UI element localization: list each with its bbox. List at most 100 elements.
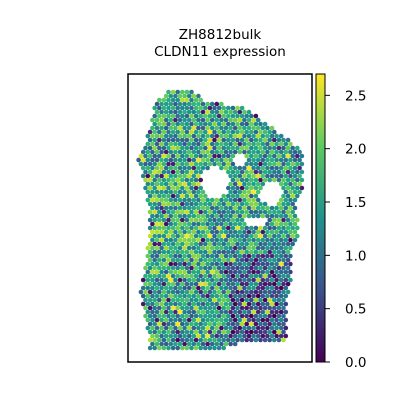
spot [295, 170, 300, 175]
colorbar-tick-label: 0.5 [345, 302, 366, 318]
spot [148, 242, 153, 247]
spot [256, 166, 261, 171]
spot [224, 110, 229, 115]
spot [187, 318, 192, 323]
spot [164, 118, 169, 123]
spot [175, 266, 180, 271]
spot [159, 270, 164, 275]
spot [187, 222, 192, 227]
spot [217, 290, 222, 295]
spot [180, 106, 185, 111]
spot [150, 310, 155, 315]
spot [166, 138, 171, 143]
spot [235, 330, 240, 335]
spot [148, 250, 153, 255]
spot [201, 342, 206, 347]
spot [166, 330, 171, 335]
spot [267, 298, 272, 303]
spot [201, 206, 206, 211]
spot [192, 174, 197, 179]
spot [162, 154, 167, 159]
spot [224, 302, 229, 307]
spot [166, 106, 171, 111]
spot [210, 214, 215, 219]
spot [215, 134, 220, 139]
spot [182, 190, 187, 195]
spot [155, 254, 160, 259]
spot [288, 278, 293, 283]
spot [180, 234, 185, 239]
spot [281, 306, 286, 311]
spot [279, 166, 284, 171]
spot [281, 210, 286, 215]
spot [212, 106, 217, 111]
spot [258, 202, 263, 207]
spot [293, 166, 298, 171]
spot [141, 158, 146, 163]
spot [171, 266, 176, 271]
spot [155, 278, 160, 283]
spot [235, 322, 240, 327]
spot [150, 230, 155, 235]
spot [235, 178, 240, 183]
spot [201, 134, 206, 139]
spot [279, 198, 284, 203]
spot [270, 214, 275, 219]
spot [256, 254, 261, 259]
spot [148, 218, 153, 223]
spot [164, 174, 169, 179]
spot [267, 138, 272, 143]
spot [261, 262, 266, 267]
spot [274, 262, 279, 267]
spot [166, 162, 171, 167]
spot [166, 242, 171, 247]
spot [194, 226, 199, 231]
spot [249, 250, 254, 255]
spot [210, 286, 215, 291]
spot [175, 106, 180, 111]
spot [254, 258, 259, 263]
spot [205, 310, 210, 315]
spot [242, 206, 247, 211]
spot [242, 182, 247, 187]
spot [189, 138, 194, 143]
spot [240, 242, 245, 247]
spot [166, 186, 171, 191]
spot [224, 206, 229, 211]
spot [173, 182, 178, 187]
spot [228, 302, 233, 307]
colorbar-tick-label: 2.5 [345, 88, 366, 104]
spot [263, 306, 268, 311]
spot [215, 310, 220, 315]
spot [256, 182, 261, 187]
spot [286, 178, 291, 183]
spot [203, 274, 208, 279]
spot [150, 270, 155, 275]
spot [194, 98, 199, 103]
spot [284, 334, 289, 339]
spot [267, 178, 272, 183]
spot [143, 170, 148, 175]
spot [171, 234, 176, 239]
spot [228, 238, 233, 243]
spot [221, 298, 226, 303]
spot [247, 214, 252, 219]
spot [226, 106, 231, 111]
spot [173, 110, 178, 115]
spot [187, 174, 192, 179]
spot [187, 110, 192, 115]
spot [261, 238, 266, 243]
spot [146, 182, 151, 187]
spot [238, 302, 243, 307]
spot [286, 218, 291, 223]
spot [277, 234, 282, 239]
spot [166, 178, 171, 183]
spot [279, 302, 284, 307]
spot [157, 178, 162, 183]
spot [194, 122, 199, 127]
spot [254, 178, 259, 183]
spot [272, 170, 277, 175]
spot [277, 218, 282, 223]
spot [182, 334, 187, 339]
